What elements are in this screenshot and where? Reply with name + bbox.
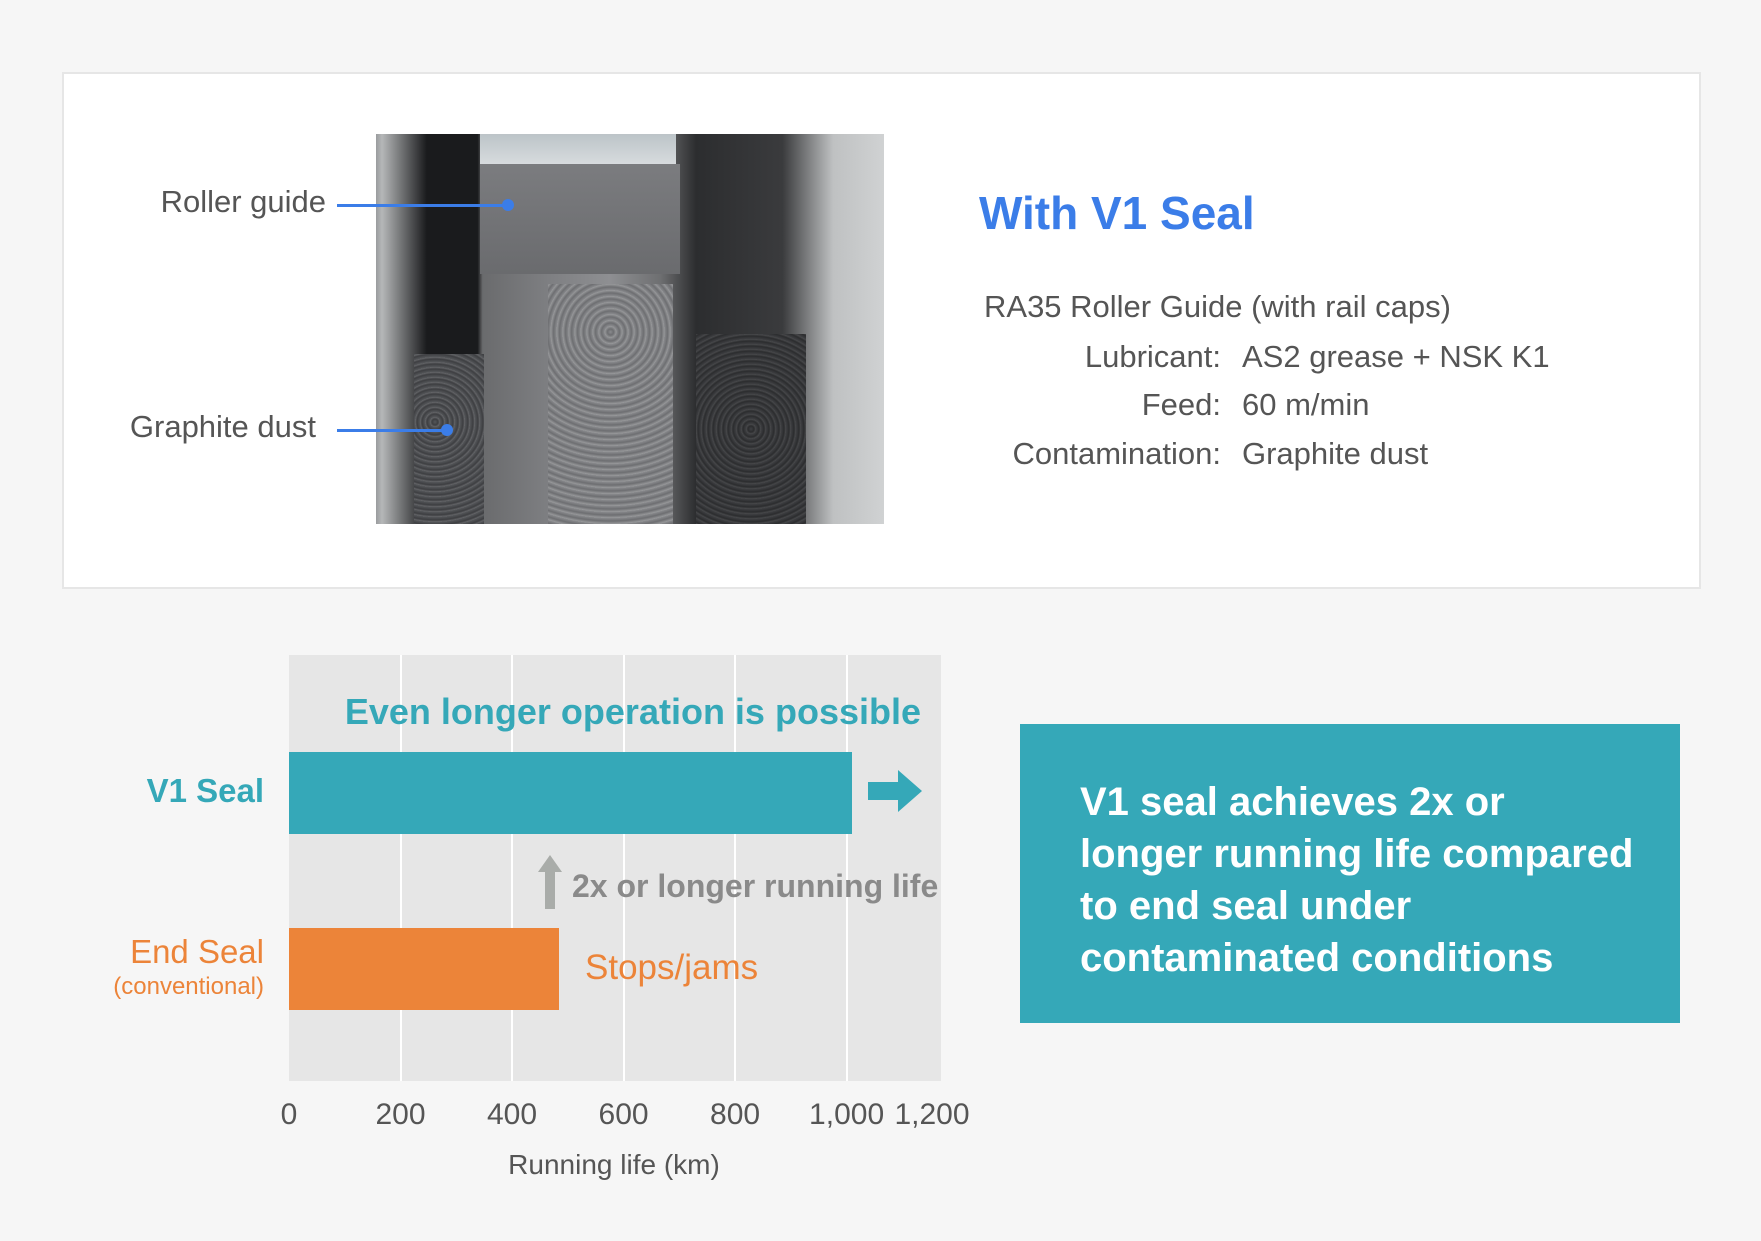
callout-line-roller-guide [337,204,508,207]
spec-key-lubricant: Lubricant: [1084,339,1221,374]
photo-rail-dust [548,284,673,524]
summary-text: V1 seal achieves 2x or longer running li… [1080,776,1633,984]
gridline [511,655,514,1081]
gridline [622,655,625,1081]
roller-guide-photo [376,134,884,524]
bar-end-seal [289,928,560,1010]
gridline [734,655,737,1081]
callout-dot-graphite-dust [441,424,453,436]
chart-plot-area [289,655,941,1081]
spec-key-feed: Feed: [1141,387,1221,422]
x-tick-label: 600 [598,1098,649,1131]
x-axis-title: Running life (km) [508,1149,720,1180]
gridline [399,655,402,1081]
callout-dot-roller-guide [502,199,514,211]
photo-roller-guide-block [480,164,680,274]
summary-line: to end seal under [1080,884,1412,928]
photo-right-dust [696,334,806,524]
panel-title: With V1 Seal [979,187,1255,239]
product-name: RA35 Roller Guide (with rail caps) [984,289,1451,324]
category-label-end-seal: End Seal [130,933,264,970]
x-tick-label: 800 [710,1098,761,1131]
x-tick-label: 0 [280,1098,298,1131]
spec-value-feed: 60 m/min [1242,387,1370,422]
annotation-2x-running-life: 2x or longer running life [572,868,939,904]
callout-label-roller-guide: Roller guide [160,184,326,219]
summary-line: V1 seal achieves 2x or [1080,780,1505,824]
arrow-up-icon [538,855,562,909]
category-label-v1-seal: V1 Seal [146,772,264,809]
category-sublabel-conventional: (conventional) [113,973,264,1000]
gridline [845,655,848,1081]
callout-label-graphite-dust: Graphite dust [129,409,316,444]
summary-line: contaminated conditions [1080,936,1554,980]
spec-value-contamination: Graphite dust [1242,436,1429,471]
x-tick-label: 400 [487,1098,538,1131]
photo-left-dust [414,354,484,524]
spec-key-contamination: Contamination: [1012,436,1221,471]
arrow-right-icon [868,770,922,812]
x-tick-label: 200 [375,1098,426,1131]
summary-box: V1 seal achieves 2x or longer running li… [1020,724,1680,1023]
annotation-stops-jams: Stops/jams [585,948,759,987]
x-tick-label: 1,000 [809,1098,885,1131]
callout-line-graphite-dust [337,429,447,432]
x-tick-label: 1,200 [894,1098,970,1131]
bar-v1-seal [289,752,853,834]
summary-line: longer running life compared [1080,832,1634,876]
spec-value-lubricant: AS2 grease + NSK K1 [1242,339,1550,374]
annotation-even-longer: Even longer operation is possible [344,691,921,732]
